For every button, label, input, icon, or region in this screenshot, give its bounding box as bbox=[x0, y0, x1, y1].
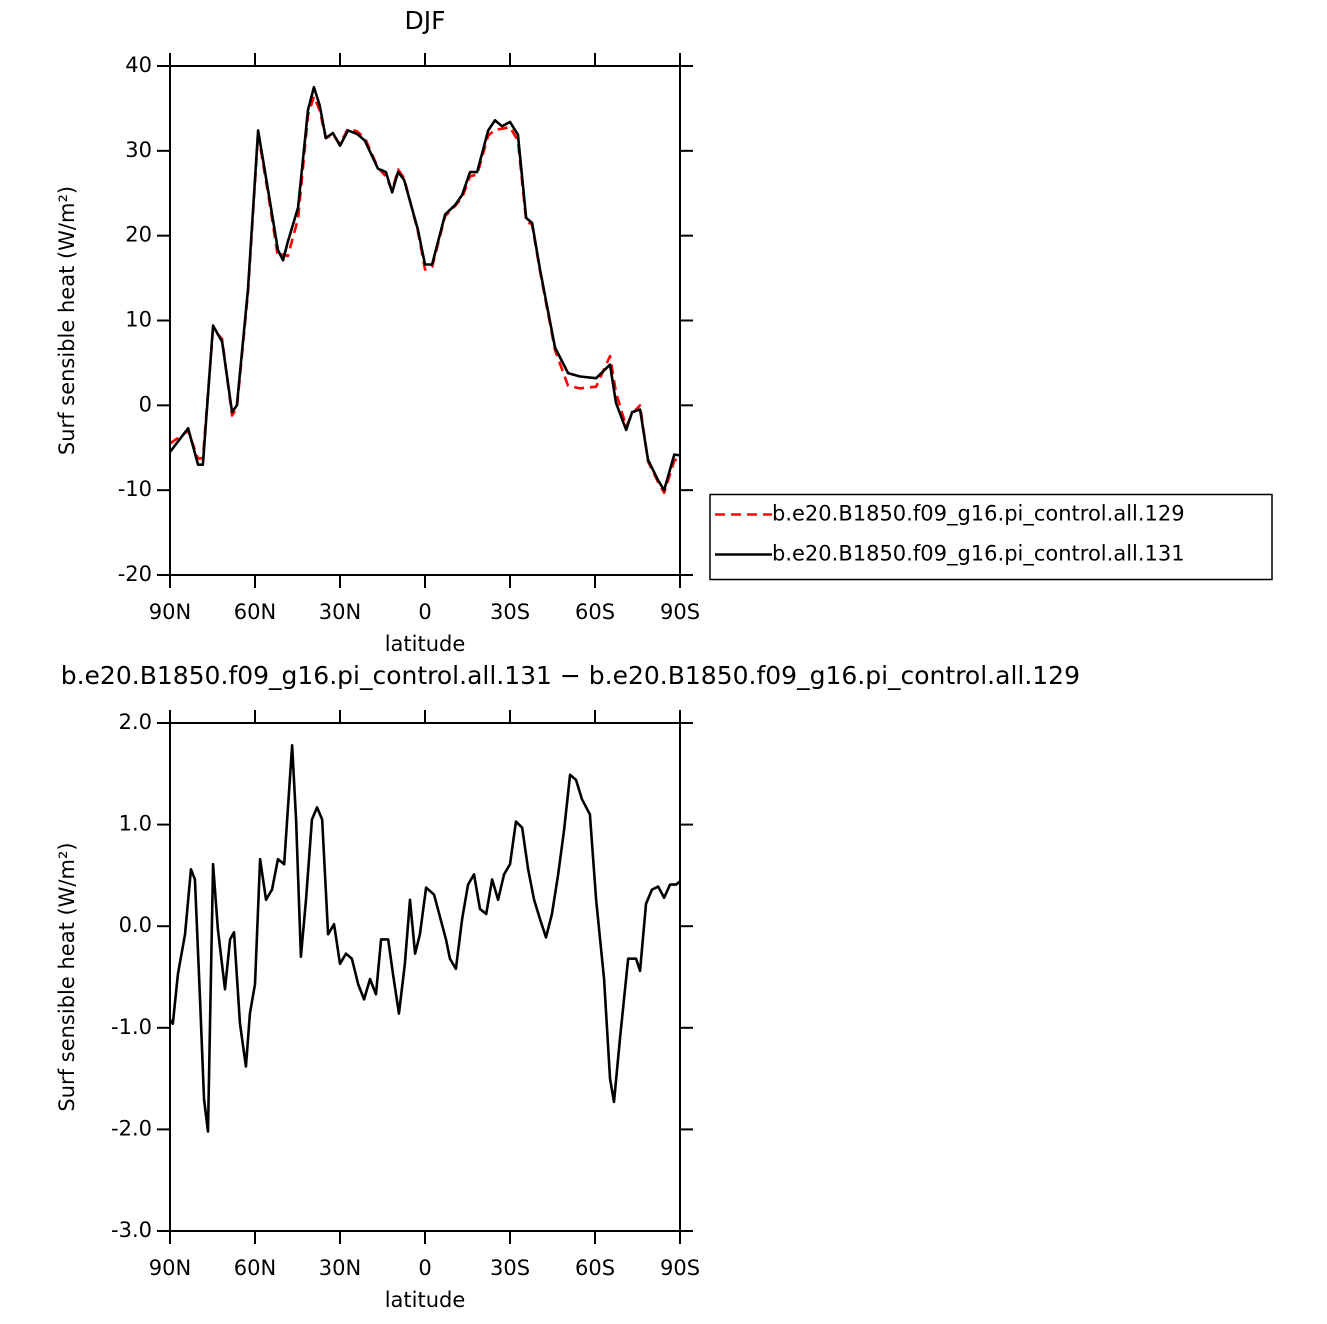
x-tick-label: 0 bbox=[418, 600, 431, 624]
y-tick-label: 10 bbox=[125, 308, 152, 332]
x-tick-label: 90S bbox=[660, 600, 700, 624]
y-tick-label: 1.0 bbox=[119, 812, 152, 836]
data-line bbox=[170, 85, 680, 492]
x-tick-label: 30S bbox=[490, 600, 530, 624]
x-tick-label: 30N bbox=[319, 600, 361, 624]
y-tick-label: -10 bbox=[118, 477, 152, 501]
x-tick-label: 90S bbox=[660, 1256, 700, 1280]
x-tick-label: 60S bbox=[575, 600, 615, 624]
x-tick-label: 90N bbox=[149, 600, 191, 624]
legend-label: b.e20.B1850.f09_g16.pi_control.all.131 bbox=[772, 542, 1185, 567]
x-tick-label: 0 bbox=[418, 1256, 431, 1280]
x-tick-label: 30S bbox=[490, 1256, 530, 1280]
plot-frame bbox=[169, 722, 681, 1232]
data-line bbox=[170, 744, 680, 1133]
chart-title: DJF bbox=[404, 6, 445, 35]
x-axis-label: latitude bbox=[385, 1288, 466, 1312]
y-tick-label: -3.0 bbox=[111, 1218, 152, 1242]
chart-title: b.e20.B1850.f09_g16.pi_control.all.131 −… bbox=[61, 661, 1080, 690]
legend-box bbox=[709, 493, 1273, 581]
y-tick-label: 40 bbox=[125, 53, 152, 77]
y-axis-label: Surf sensible heat (W/m²) bbox=[55, 842, 79, 1111]
y-tick-label: -2.0 bbox=[111, 1116, 152, 1140]
y-axis-label: Surf sensible heat (W/m²) bbox=[55, 186, 79, 455]
x-tick-label: 60N bbox=[234, 1256, 276, 1280]
y-tick-label: -20 bbox=[118, 562, 152, 586]
y-tick-label: 2.0 bbox=[119, 710, 152, 734]
x-tick-label: 60S bbox=[575, 1256, 615, 1280]
x-tick-label: 30N bbox=[319, 1256, 361, 1280]
y-tick-label: -1.0 bbox=[111, 1015, 152, 1039]
y-tick-label: 30 bbox=[125, 138, 152, 162]
y-tick-label: 0 bbox=[139, 392, 152, 416]
x-tick-label: 60N bbox=[234, 600, 276, 624]
y-tick-label: 0.0 bbox=[119, 913, 152, 937]
x-axis-label: latitude bbox=[385, 632, 466, 656]
plot-frame bbox=[169, 65, 681, 576]
y-tick-label: 20 bbox=[125, 223, 152, 247]
legend-label: b.e20.B1850.f09_g16.pi_control.all.129 bbox=[772, 502, 1185, 527]
x-tick-label: 90N bbox=[149, 1256, 191, 1280]
